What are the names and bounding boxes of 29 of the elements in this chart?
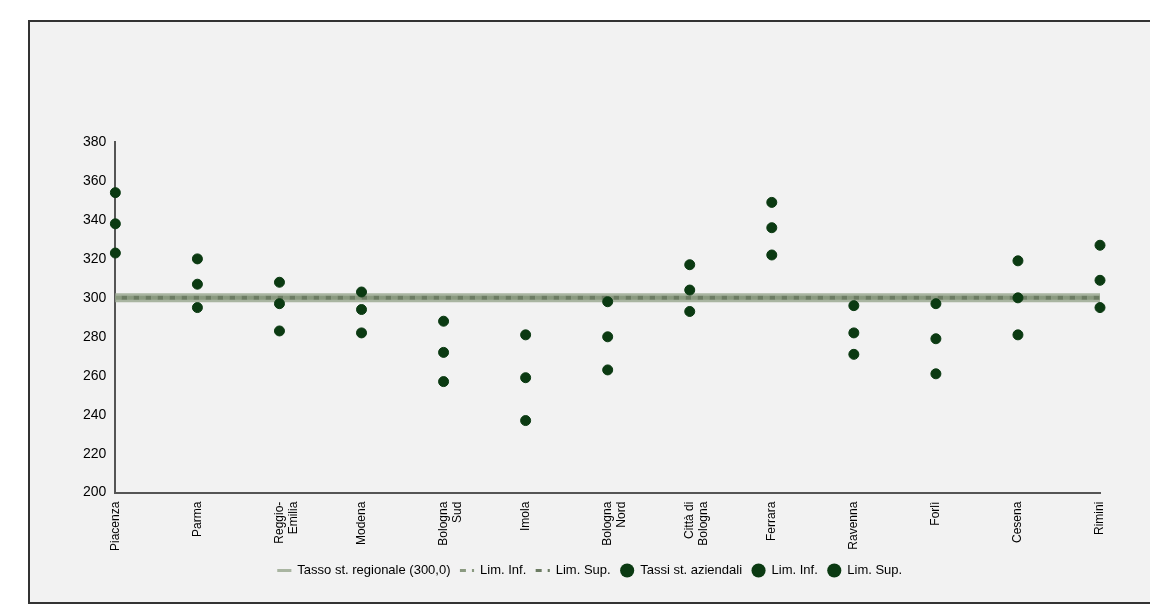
x-tick-label: Rimini: [1092, 501, 1107, 535]
y-tick-label: 200: [83, 483, 107, 500]
y-tick-label: 280: [83, 327, 107, 344]
y-tick-label: 300: [83, 288, 107, 305]
y-tick-label: 380: [83, 132, 107, 149]
x-tick-label: Ferrara: [764, 501, 779, 541]
y-tick-label: 260: [83, 366, 107, 383]
legend-label: Lim. Sup.: [847, 562, 903, 578]
x-tick-label: Ravenna: [846, 501, 861, 550]
x-tick-label: Cesena: [1010, 501, 1025, 544]
y-tick-label: 360: [83, 171, 107, 188]
y-tick-label: 240: [83, 405, 107, 422]
legend-label: Lim. Sup.: [555, 562, 611, 578]
x-tick-label: Modena: [353, 501, 368, 546]
legend-label: Lim. Inf.: [480, 562, 527, 578]
x-tick-label: Imola: [517, 501, 532, 531]
x-tick-label: Piacenza: [107, 501, 122, 552]
y-tick-label: 220: [83, 444, 107, 461]
x-tick-label: Bologna Sud: [435, 501, 465, 546]
x-tick-label: Bologna Nord: [599, 501, 629, 546]
x-tick-label: Reggio-Emilia: [271, 501, 301, 544]
x-tick-label: Forlì: [928, 501, 943, 526]
x-tick-label: Parma: [189, 501, 204, 537]
legend-label: Tasso st. regionale (300,0): [297, 562, 451, 578]
y-tick-label: 340: [83, 210, 107, 227]
x-tick-label: Città di Bologna: [682, 501, 711, 546]
legend-label: Lim. Inf.: [771, 562, 818, 578]
y-tick-label: 320: [83, 249, 107, 266]
legend-label: Tassi st. aziendali: [640, 562, 743, 578]
